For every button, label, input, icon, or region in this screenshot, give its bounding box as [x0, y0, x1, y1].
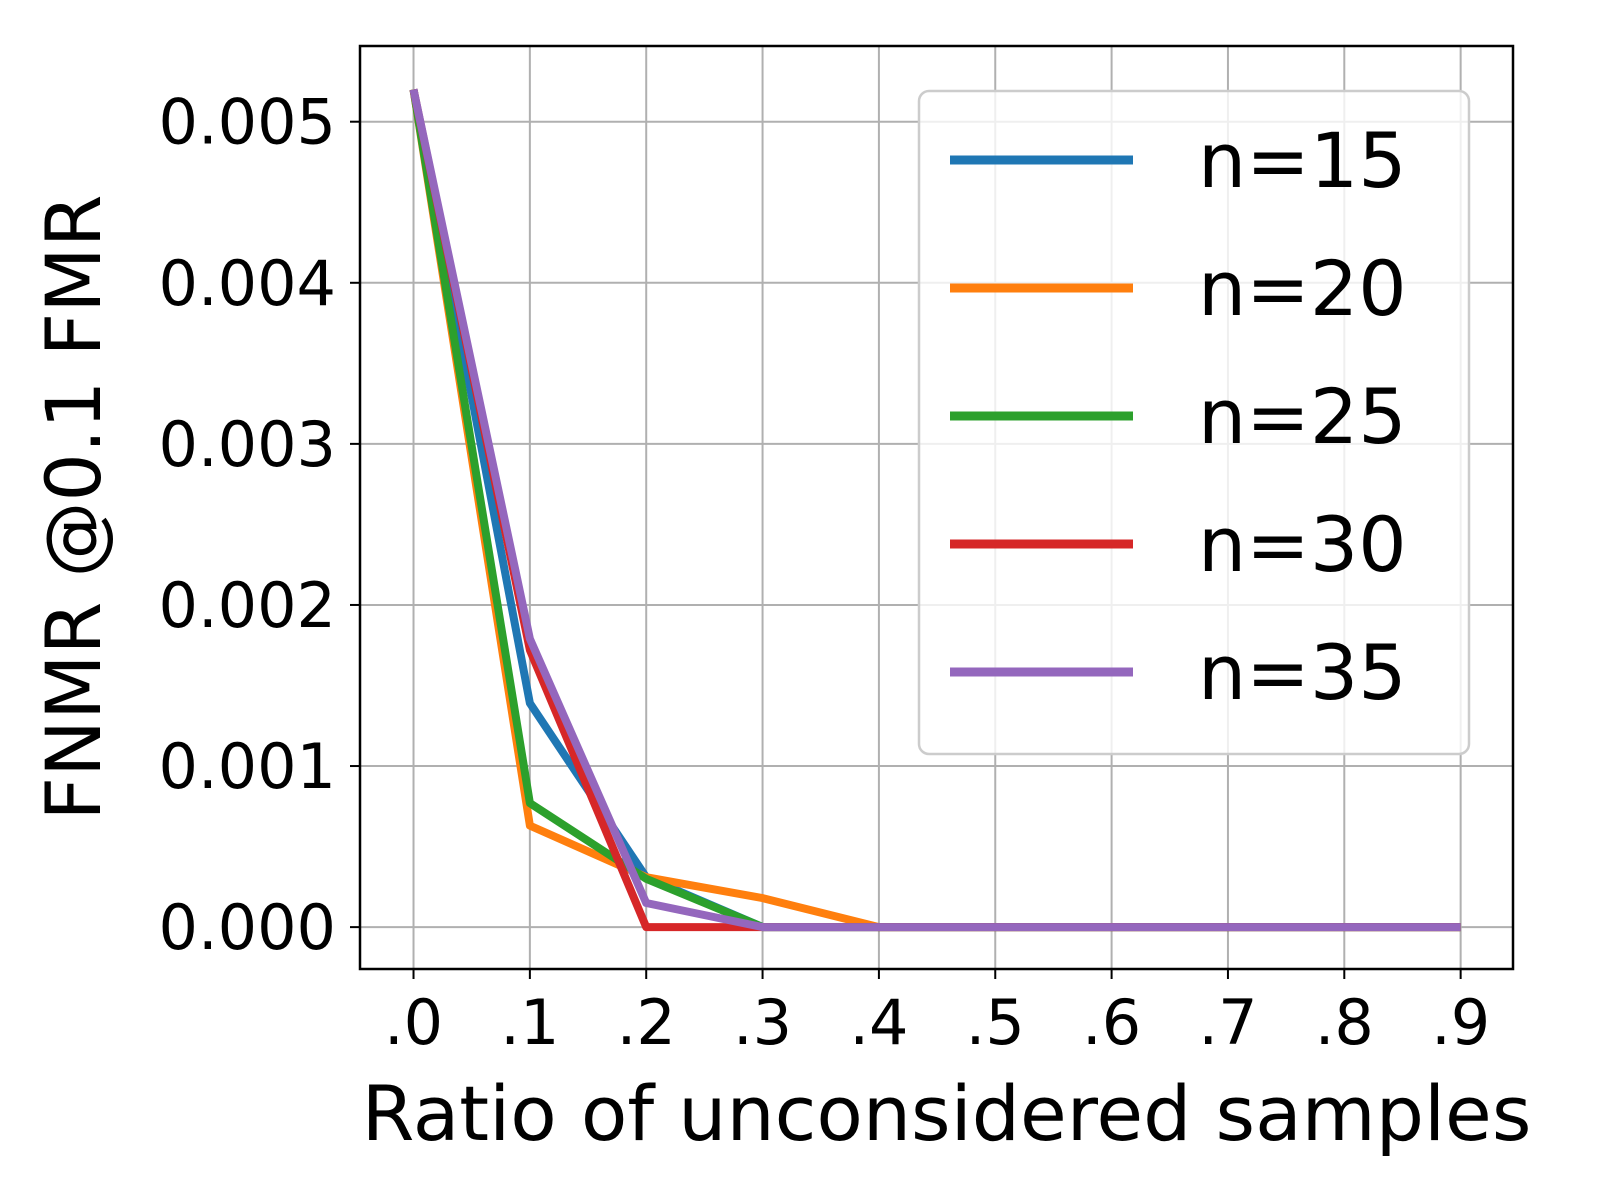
y-tick-label: 0.005	[159, 86, 337, 159]
plot-area-frame	[358, 44, 1515, 971]
legend-label: n=25	[1198, 372, 1407, 461]
x-tick-label: .2	[617, 986, 676, 1059]
y-tick-label: 0.001	[159, 730, 337, 803]
x-tick-label: .3	[733, 986, 792, 1059]
legend-label: n=15	[1198, 116, 1407, 205]
x-tick-label: .9	[1431, 986, 1490, 1059]
legend-label: n=30	[1198, 500, 1407, 589]
x-tick-label: .6	[1082, 986, 1141, 1059]
y-tick-label: 0.003	[159, 408, 337, 481]
x-tick-label: .7	[1198, 986, 1257, 1059]
legend-box	[917, 89, 1471, 756]
x-tick-label: .5	[966, 986, 1025, 1059]
legend: n=15 n=20 n=25 n=30 n=35	[917, 89, 1471, 756]
x-tick-label: .8	[1315, 986, 1374, 1059]
x-tick-label: .1	[500, 986, 559, 1059]
series-line-n-35	[409, 88, 1461, 932]
y-tick-label: 0.000	[159, 891, 337, 964]
x-axis-label: Ratio of unconsidered samples	[362, 1069, 1532, 1158]
y-axis-label: FNMR @0.1 FMR	[29, 194, 118, 820]
x-tick-label: .4	[849, 986, 908, 1059]
x-tick-label: .0	[384, 986, 443, 1059]
series-lines	[409, 88, 1461, 932]
y-tick-label: 0.002	[159, 569, 337, 642]
legend-label: n=35	[1198, 628, 1407, 717]
legend-label: n=20	[1198, 244, 1407, 333]
y-tick-label: 0.004	[159, 247, 337, 320]
axis-ticks: .0 .1 .2 .3 .4 .5 .6 .7 .8 .9 0.000 0.001 0.002 0.003…	[159, 86, 1491, 1059]
